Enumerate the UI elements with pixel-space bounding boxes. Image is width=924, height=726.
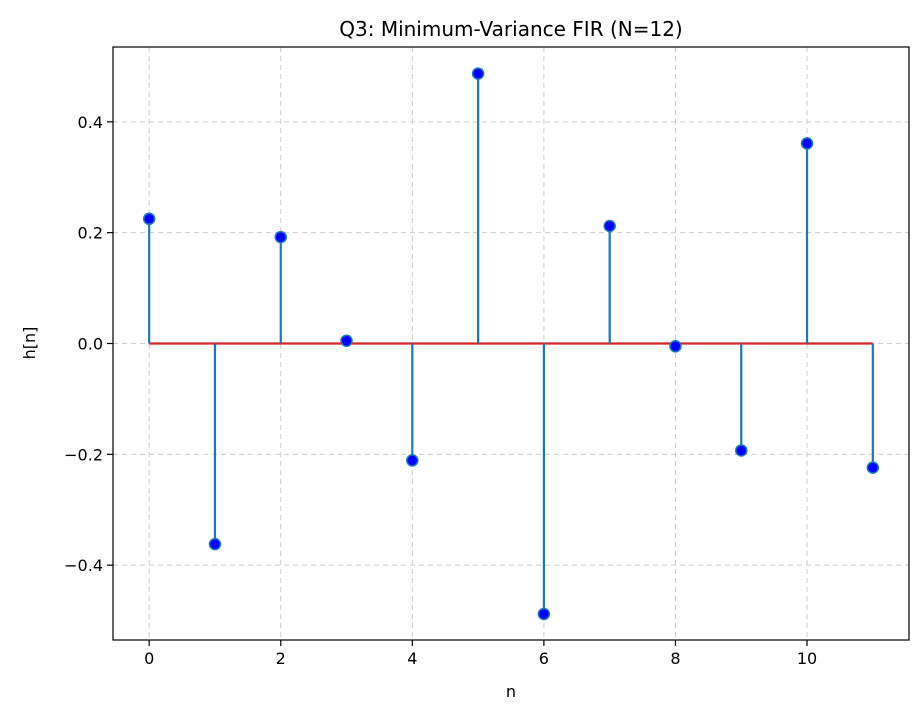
- y-axis-label: h[n]: [20, 327, 39, 360]
- x-tick-label: 10: [797, 649, 817, 668]
- stem-marker: [866, 461, 880, 474]
- y-tick-label: 0.4: [78, 113, 103, 132]
- y-tick-label: 0.2: [78, 224, 103, 243]
- ticks: 0 2 4 6 8 10 −0.4 −0.2 0.0 0.2 0.4: [64, 113, 817, 668]
- x-tick-label: 2: [276, 649, 286, 668]
- stem-markers: [142, 67, 880, 621]
- x-tick-label: 8: [670, 649, 680, 668]
- x-tick-label: 4: [407, 649, 417, 668]
- stem-marker: [734, 444, 748, 457]
- x-tick-label: 0: [144, 649, 154, 668]
- x-tick-label: 6: [539, 649, 549, 668]
- stem-lines: [148, 73, 874, 614]
- stem-marker: [537, 607, 551, 621]
- stem-marker: [406, 454, 419, 467]
- stem-marker: [471, 67, 485, 80]
- y-tick-label: −0.4: [64, 556, 103, 575]
- stem-marker: [274, 230, 288, 244]
- x-axis-label: n: [506, 682, 516, 701]
- y-tick-label: 0.0: [78, 335, 103, 354]
- stem-marker: [669, 340, 682, 353]
- chart-title: Q3: Minimum-Variance FIR (N=12): [339, 17, 682, 41]
- stem-marker: [800, 137, 814, 150]
- stem-marker: [603, 219, 616, 233]
- stem-marker: [142, 212, 156, 226]
- stem-marker: [340, 334, 353, 347]
- stem-marker: [208, 537, 222, 551]
- y-tick-label: −0.2: [64, 445, 103, 464]
